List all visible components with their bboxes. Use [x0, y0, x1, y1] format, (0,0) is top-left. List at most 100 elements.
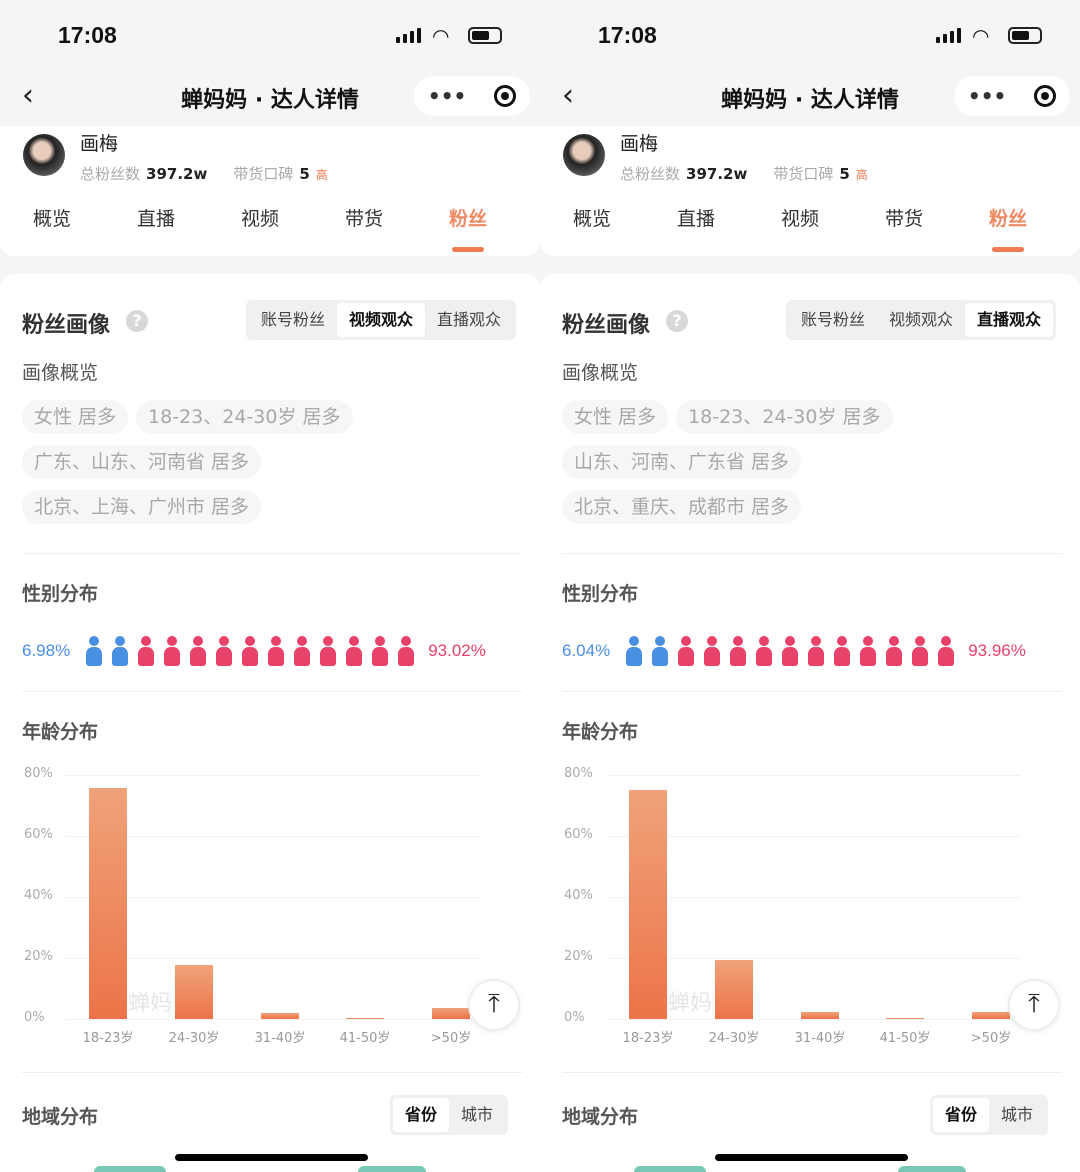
avatar [563, 134, 605, 176]
region-title: 地域分布 [22, 1106, 99, 1128]
female-icon [190, 636, 207, 666]
region-option[interactable]: 城市 [461, 1105, 494, 1124]
segment-option[interactable]: 视频观众 [889, 310, 954, 329]
profile-card [0, 126, 540, 256]
y-tick-label: 40% [564, 888, 593, 903]
x-tick-label: 18-23岁 [82, 1031, 134, 1046]
region-segment-control: 省份 城市 [390, 1095, 509, 1135]
chip-row: 女性 居多 18-23、24-30岁 居多 [22, 400, 522, 434]
segment-option[interactable]: 直播观众 [437, 310, 502, 329]
gridline [66, 897, 480, 898]
watermark: 蝉妈 [668, 991, 713, 1016]
more-button[interactable]: ••• [427, 84, 467, 108]
female-icon [704, 636, 721, 666]
tab-1[interactable]: 直播 [676, 208, 715, 230]
segment-option[interactable]: 视频观众 [337, 303, 426, 337]
audience-segment-control: 账号粉丝 视频观众 直播观众 [246, 300, 517, 340]
female-icon [164, 636, 181, 666]
bar-2[interactable] [801, 1012, 839, 1019]
tab-2[interactable]: 视频 [240, 208, 279, 230]
close-target-icon[interactable] [494, 85, 517, 107]
y-tick-label: 80% [564, 766, 593, 781]
male-icon [652, 636, 669, 666]
bar-4[interactable] [432, 1008, 470, 1019]
gridline [66, 836, 480, 837]
bar-2[interactable] [261, 1012, 299, 1019]
overview-chip: 山东、河南、广东省 居多 [562, 445, 802, 479]
watermark: 蝉妈 [128, 991, 173, 1016]
x-tick-label: 24-30岁 [708, 1031, 760, 1046]
region-option[interactable]: 城市 [1001, 1105, 1034, 1124]
wifi-icon: ◠ [432, 24, 450, 48]
y-tick-label: 80% [24, 766, 53, 781]
back-to-top-button[interactable]: ⤒ [468, 979, 520, 1031]
back-button[interactable]: ‹ [22, 78, 34, 113]
battery-icon [468, 27, 502, 44]
back-to-top-button[interactable]: ⤒ [1008, 979, 1060, 1031]
chip-row: 北京、上海、广州市 居多 [22, 490, 522, 524]
status-time: 17:08 [598, 22, 657, 48]
male-percent: 6.04% [562, 641, 611, 660]
back-button[interactable]: ‹ [562, 78, 574, 113]
tab-3[interactable]: 带货 [344, 208, 383, 230]
female-icon [808, 636, 825, 666]
mini-program-capsule: ••• [954, 76, 1070, 116]
bar-4[interactable] [972, 1012, 1010, 1019]
tab-0[interactable]: 概览 [572, 208, 611, 230]
bar-1[interactable] [175, 965, 213, 1019]
fans-label: 总粉丝数 [80, 165, 141, 183]
x-tick-label: >50岁 [970, 1031, 1012, 1046]
male-icon [86, 636, 103, 666]
segment-option[interactable]: 账号粉丝 [801, 310, 866, 329]
tab-3[interactable]: 带货 [884, 208, 923, 230]
bar-1[interactable] [715, 959, 753, 1019]
close-target-icon[interactable] [1034, 85, 1057, 107]
reputation-label: 带货口碑 [233, 165, 294, 183]
female-icon [294, 636, 311, 666]
profile-stats: 总粉丝数 397.2w 带货口碑 5 高 [80, 163, 328, 184]
signal-icon [936, 28, 961, 43]
gridline [66, 1019, 480, 1020]
overview-label: 画像概览 [22, 362, 99, 384]
reputation-level: 高 [315, 168, 328, 182]
tab-4[interactable]: 粉丝 [416, 204, 520, 252]
female-icon [730, 636, 747, 666]
divider [562, 553, 1062, 554]
female-icon [242, 636, 259, 666]
tab-bar: 概览 直播 视频 带货 粉丝 [0, 204, 540, 252]
help-icon[interactable]: ? [666, 310, 688, 332]
segment-option[interactable]: 直播观众 [965, 303, 1054, 337]
more-button[interactable]: ••• [967, 84, 1007, 108]
profile-stats: 总粉丝数 397.2w 带货口碑 5 高 [620, 163, 868, 184]
tab-4[interactable]: 粉丝 [956, 204, 1060, 252]
tab-0[interactable]: 概览 [32, 208, 71, 230]
signal-icon [396, 28, 421, 43]
chip-row: 北京、重庆、成都市 居多 [562, 490, 1062, 524]
wifi-icon: ◠ [972, 24, 990, 48]
bar-3[interactable] [886, 1018, 924, 1019]
chip-row: 女性 居多 18-23、24-30岁 居多 [562, 400, 1062, 434]
male-icon [626, 636, 643, 666]
overview-chip: 18-23、24-30岁 居多 [136, 400, 353, 434]
region-bar [634, 1166, 706, 1172]
region-option[interactable]: 省份 [933, 1098, 990, 1132]
chip-row: 山东、河南、广东省 居多 [562, 445, 1062, 479]
fans-count: 397.2w [686, 165, 748, 183]
tab-1[interactable]: 直播 [136, 208, 175, 230]
region-option[interactable]: 省份 [393, 1098, 450, 1132]
region-bar [898, 1166, 966, 1172]
bar-3[interactable] [346, 1018, 384, 1019]
region-bar [358, 1166, 426, 1172]
overview-chip: 18-23、24-30岁 居多 [676, 400, 893, 434]
female-icon [398, 636, 415, 666]
segment-option[interactable]: 账号粉丝 [261, 310, 326, 329]
overview-label: 画像概览 [562, 362, 639, 384]
help-icon[interactable]: ? [126, 310, 148, 332]
female-percent: 93.02% [428, 641, 486, 660]
tab-2[interactable]: 视频 [780, 208, 819, 230]
gridline [66, 958, 480, 959]
bar-0[interactable] [629, 789, 667, 1019]
reputation-level: 高 [855, 168, 868, 182]
gender-title: 性别分布 [22, 583, 99, 605]
bar-0[interactable] [89, 787, 127, 1019]
